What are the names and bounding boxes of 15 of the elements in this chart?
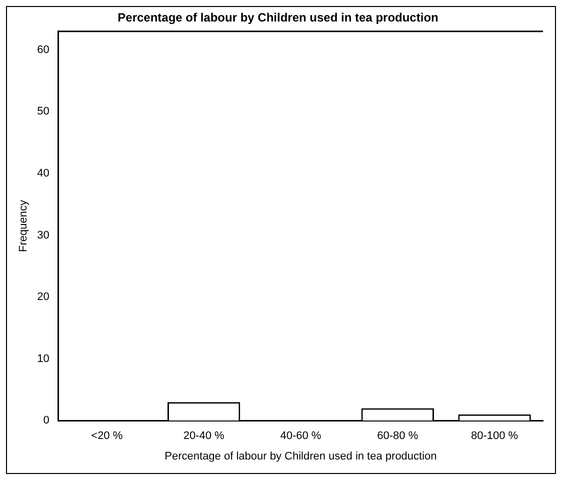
y-tick-label: 60 — [37, 44, 50, 56]
y-tick-label: 0 — [43, 414, 50, 427]
x-tick-label: 40-60 % — [280, 430, 322, 442]
y-axis-title: Frequency — [18, 200, 30, 252]
chart-title: Percentage of labour by Children used in tea production — [118, 10, 438, 25]
y-tick-label: 40 — [37, 168, 50, 180]
x-tick-label: 20-40 % — [183, 430, 225, 442]
x-tick-label: <20 % — [91, 430, 123, 442]
y-tick-label: 30 — [37, 229, 50, 242]
x-axis-title: Percentage of labour by Children used in tea production — [164, 450, 437, 462]
x-tick-label: 60-80 % — [377, 430, 418, 442]
x-tick-label: 80-100 % — [470, 430, 518, 442]
y-tick-label: 20 — [37, 291, 50, 304]
y-tick-label: 10 — [37, 352, 50, 365]
y-tick-label: 50 — [37, 106, 50, 118]
